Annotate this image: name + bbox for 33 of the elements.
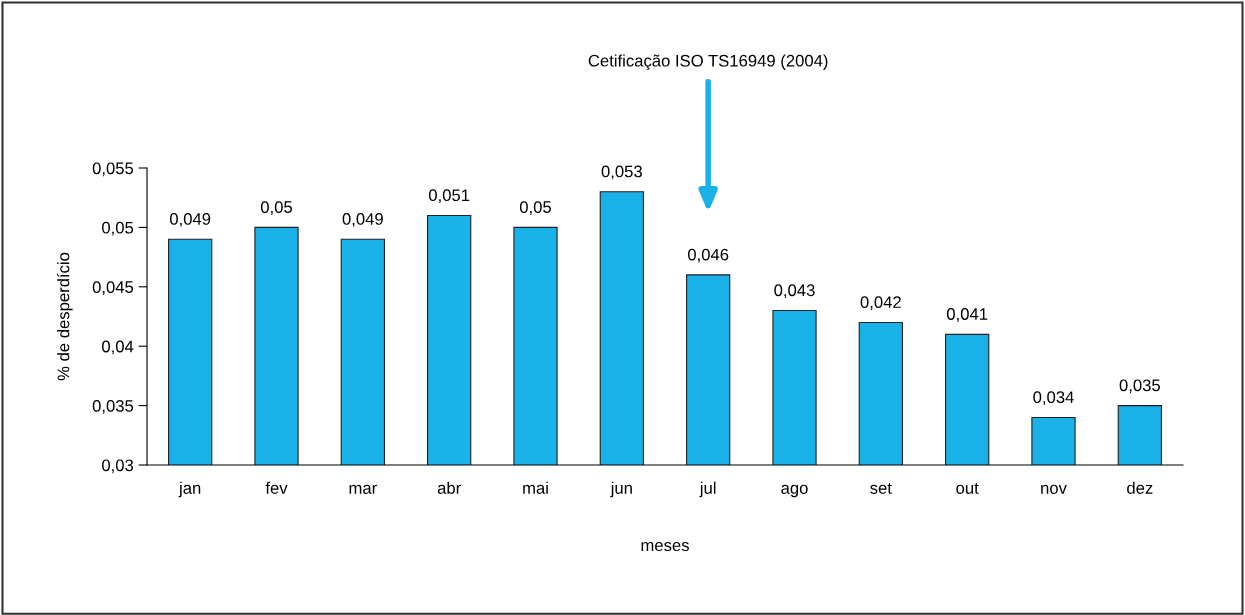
- y-tick-label: 0,04: [102, 340, 134, 355]
- x-tick-label: set: [870, 482, 892, 494]
- y-axis-title: % de desperdício: [56, 252, 73, 381]
- x-tick-label: fev: [265, 481, 288, 494]
- x-tick-label: ago: [781, 484, 808, 498]
- data-label: 0,049: [342, 213, 383, 227]
- data-label: 0,042: [860, 296, 901, 310]
- y-tick-label: 0,045: [92, 281, 134, 295]
- y-tick-label: 0,035: [92, 400, 134, 414]
- data-label: 0,049: [169, 213, 211, 227]
- data-label: 0,05: [260, 201, 293, 215]
- x-tick-label: mai: [523, 481, 548, 494]
- x-tick-label: jul: [699, 481, 716, 498]
- text: Cetificação ISO TS16949 (2004): [588, 54, 828, 70]
- x-tick-label: jun: [610, 481, 632, 498]
- x-tick-label: abr: [437, 481, 461, 494]
- y-tick-label: 0,05: [102, 221, 134, 236]
- data-label: 0,034: [1033, 391, 1074, 406]
- x-tick-label: mar: [349, 484, 377, 494]
- data-label: 0,05: [519, 201, 552, 215]
- x-tick-label: out: [956, 482, 979, 494]
- data-label: 0,043: [774, 284, 815, 299]
- y-tick-label: 0,055: [92, 162, 134, 177]
- data-label: 0,041: [946, 308, 988, 322]
- data-label: 0,053: [601, 165, 642, 180]
- y-tick-label: 0,03: [102, 459, 134, 474]
- data-label: 0,051: [428, 189, 470, 204]
- x-tick-label: nov: [1041, 484, 1067, 494]
- data-label: 0,046: [687, 248, 729, 263]
- x-axis-title: meses: [641, 541, 689, 552]
- x-tick-label: dez: [1127, 481, 1153, 494]
- x-tick-label: jan: [178, 481, 201, 498]
- data-label: 0,035: [1119, 379, 1160, 394]
